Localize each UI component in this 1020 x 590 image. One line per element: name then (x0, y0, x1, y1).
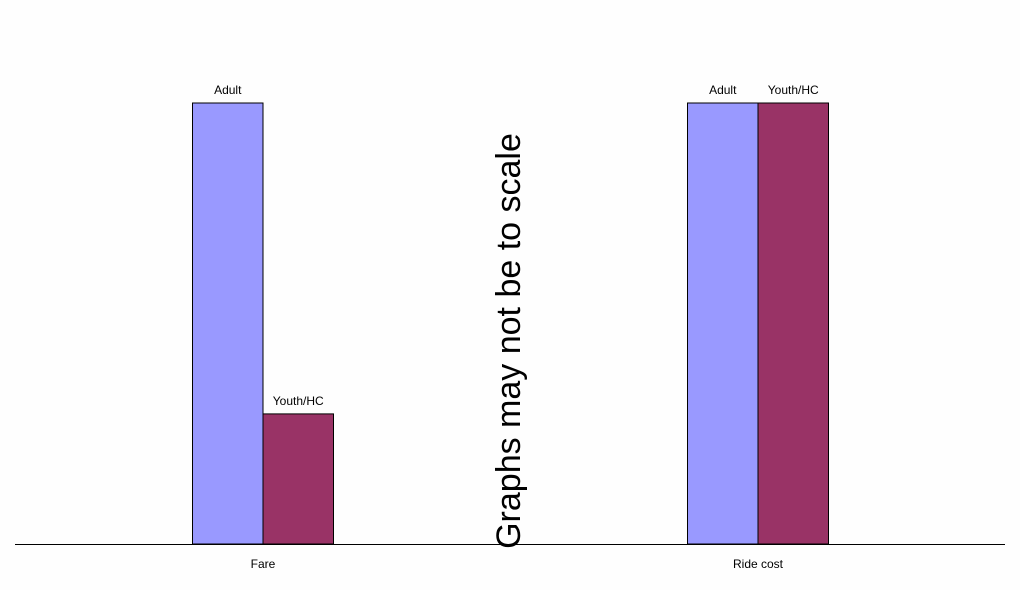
bar-label-fare-adult: Adult (214, 83, 242, 97)
category-label-ride-cost: Ride cost (733, 557, 784, 571)
scale-annotation: Graphs may not be to scale (490, 133, 528, 549)
bar-ride-cost-youth-hc (757, 102, 829, 545)
labels-layer: Adult Youth/HC Fare Adult Youth/HC Ride cost (214, 83, 819, 571)
bar-label-ride-cost-youth-hc: Youth/HC (768, 83, 819, 97)
bar-fare-youth-hc (262, 413, 334, 545)
bar-label-fare-youth-hc: Youth/HC (273, 394, 324, 408)
bar-ride-cost-adult (687, 102, 759, 545)
bars-layer (192, 102, 829, 545)
category-label-fare: Fare (251, 557, 276, 571)
bar-label-ride-cost-adult: Adult (709, 83, 737, 97)
bar-fare-adult (192, 102, 264, 545)
